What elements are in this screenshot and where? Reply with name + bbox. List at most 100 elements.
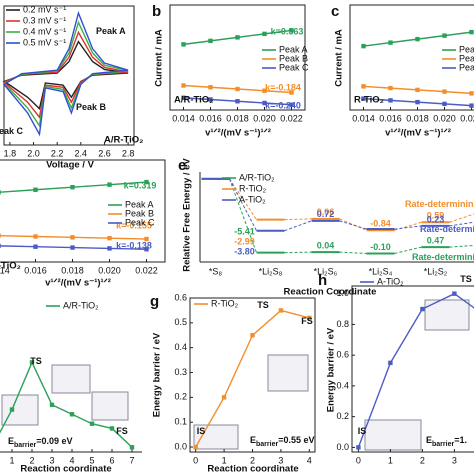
data-line (0, 360, 133, 448)
data-point (33, 244, 38, 249)
x-tick-label: 2.4 (75, 148, 88, 158)
annotation: TS (30, 356, 42, 366)
x-tick-label: 4 (307, 455, 312, 465)
annotation: FS (116, 426, 128, 436)
annotation-text: E (250, 435, 256, 445)
x-tick-label: 7 (129, 455, 134, 465)
data-point (0, 233, 1, 238)
x-tick-label: 4 (69, 455, 74, 465)
x-tick-label: 0.020 (433, 113, 456, 123)
data-point (235, 35, 240, 40)
x-tick-label: 0.016 (379, 113, 402, 123)
annotation-text: Rate-determining step (420, 224, 474, 234)
data-point (208, 38, 213, 44)
y-tick-label: 0.4 (336, 380, 349, 390)
panel-letter: g (150, 293, 159, 310)
x-tick-label: 0 (356, 455, 361, 465)
annotation-text: E (8, 436, 14, 446)
data-point (388, 360, 393, 366)
data-point (415, 36, 420, 42)
x-tick-label: 0.014 (0, 265, 10, 275)
annotation-subscript: barrier (14, 442, 36, 449)
connector (449, 244, 474, 248)
annotation: Rate-determining step (420, 224, 474, 234)
connector (284, 251, 312, 254)
annotation-text: E (426, 435, 432, 445)
value-label: -3.80 (234, 246, 255, 256)
x-tick-label: 2.6 (98, 148, 111, 158)
data-point (107, 236, 112, 241)
inset (364, 419, 422, 451)
data-point (262, 100, 267, 106)
annotation-text: TS (30, 356, 42, 366)
y-tick-label: 0.8 (336, 319, 349, 329)
annotation: IS (197, 426, 206, 436)
annotation: Ebarrier=0.55 eV (250, 435, 314, 448)
legend-label: R-TiO₂ (211, 298, 239, 308)
data-point (415, 87, 420, 93)
chart-panel: 0.014 0.016 0.018 0.020 0.022 k=0.363 k=-0.184… (152, 3, 309, 139)
legend-label: Peak A (459, 44, 474, 54)
x-tick-label: 6 (109, 455, 114, 465)
data-point (49, 402, 55, 408)
x-axis-label: v¹ᐟ²/(mV s⁻¹)¹ᐟ² (45, 278, 111, 289)
y-tick-label: 0.3 (174, 367, 187, 377)
data-point (356, 445, 361, 450)
data-point (69, 412, 75, 417)
data-point (289, 102, 294, 107)
annotation-text: Peak C (0, 126, 24, 136)
x-axis-label: Voltage / V (46, 160, 95, 171)
data-point (9, 407, 15, 412)
data-point (208, 85, 213, 90)
connector (339, 251, 367, 254)
x-tick-label: 0 (193, 455, 198, 465)
data-point (107, 246, 112, 251)
x-axis-label: v¹ᐟ²/(mV s⁻¹)¹ᐟ² (385, 128, 451, 139)
annotation: Rate-determining step (405, 199, 474, 209)
data-point (0, 243, 1, 249)
y-tick-label: 0.2 (336, 411, 349, 421)
legend-label: A/R-TiO₂ (63, 300, 99, 310)
x-tick-label: 0.022 (135, 265, 158, 275)
data-point (388, 98, 393, 103)
fit-label: k=-0.138 (116, 240, 152, 250)
connector (229, 178, 257, 220)
data-point (181, 42, 186, 47)
data-point (307, 315, 312, 321)
chart-panel: 0 1 2 3 0.0 0.2 0.4 0.6 0.8 1.0 A-TiO₂ h Energy barr… (318, 272, 474, 465)
x-tick-label: *Li₂S₂ (424, 266, 448, 276)
value-label: 0.04 (317, 241, 335, 251)
data-point (193, 444, 198, 450)
x-tick-label: 2.8 (122, 148, 135, 158)
y-tick-label: 0.6 (336, 350, 349, 360)
data-point (442, 89, 447, 94)
legend-label: A-TiO₂ (377, 276, 404, 286)
data-point (70, 245, 75, 250)
annotation: Peak A (96, 26, 126, 36)
x-tick-label: 2.0 (27, 148, 40, 158)
panel-letter: e (178, 157, 186, 174)
data-point (33, 234, 38, 239)
x-tick-label: 1 (388, 455, 393, 465)
data-point (144, 179, 149, 185)
annotation-text: =1. (454, 435, 467, 445)
annotation: FS (301, 316, 313, 326)
x-axis-label: Reaction Coordinate (284, 287, 377, 298)
value-label: 0.47 (427, 235, 445, 245)
y-axis-label: Current / mA (154, 29, 165, 87)
annotation: Ebarrier=0.09 eV (8, 436, 72, 449)
annotation-subscript: barrier (432, 441, 454, 448)
data-point (70, 235, 75, 240)
data-point (442, 33, 447, 38)
data-point (469, 29, 474, 35)
legend-label: Peak B (125, 208, 154, 218)
fit-label: k=-0.155 (116, 220, 152, 230)
y-tick-label: 0.0 (174, 441, 187, 451)
data-point (109, 426, 115, 431)
x-tick-label: 2 (29, 455, 34, 465)
chart-panel: *S₈*Li₂S₈*Li₂S₆*Li₂S₄*Li₂S₂*Li₂S-5.410.0… (178, 157, 474, 298)
data-line (2, 30, 129, 119)
value-label: 0.59 (427, 211, 445, 221)
fit-label: k=0.363 (271, 26, 304, 36)
